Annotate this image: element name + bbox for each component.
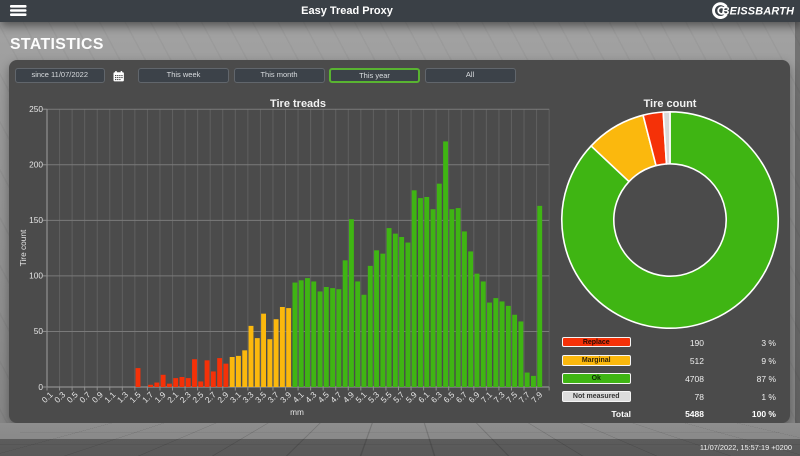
- svg-text:mm: mm: [290, 407, 304, 417]
- svg-text:150: 150: [29, 215, 43, 225]
- svg-text:Tire count: Tire count: [20, 229, 28, 266]
- svg-text:0: 0: [38, 382, 43, 392]
- svg-text:250: 250: [29, 104, 43, 114]
- svg-text:Tire count: Tire count: [644, 98, 697, 110]
- svg-text:Tire treads: Tire treads: [270, 98, 326, 110]
- svg-text:100: 100: [29, 271, 43, 281]
- svg-text:BEISSBARTH: BEISSBARTH: [722, 6, 796, 18]
- svg-text:7.9: 7.9: [529, 389, 544, 404]
- svg-text:50: 50: [34, 326, 44, 336]
- svg-text:200: 200: [29, 160, 43, 170]
